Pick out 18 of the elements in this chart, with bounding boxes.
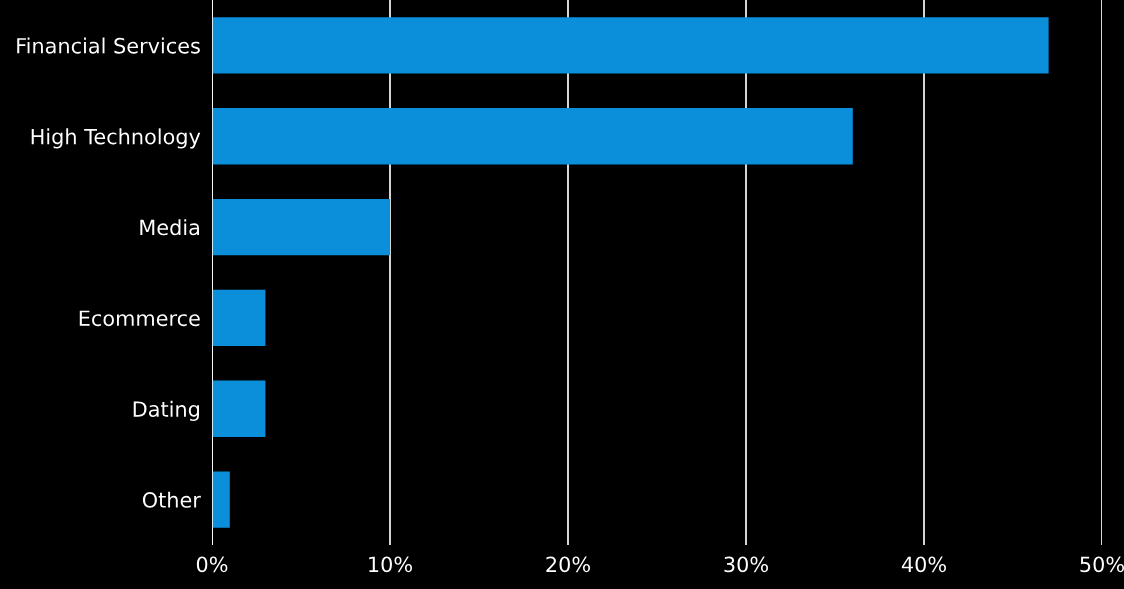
bar [212,108,853,165]
y-tick-label: Other [142,491,201,508]
x-tick-label: 20% [546,556,590,573]
x-tick-label: 40% [901,556,946,573]
y-tick-label: Ecommerce [79,310,200,327]
y-tick-label: Media [140,219,199,236]
bar [212,289,266,347]
x-tick-label: 0% [196,556,228,573]
x-tick-label: 10% [369,556,412,573]
y-tick-label: Financial Services [17,37,200,54]
bar [212,380,266,437]
y-tick-label: Dating [133,400,199,421]
y-tick-label: High Technology [31,128,201,149]
x-tick-label: 30% [724,556,768,573]
bar [212,198,390,256]
x-tick-label: 50% [1080,556,1124,573]
bar [212,17,1049,74]
bar [212,471,230,528]
